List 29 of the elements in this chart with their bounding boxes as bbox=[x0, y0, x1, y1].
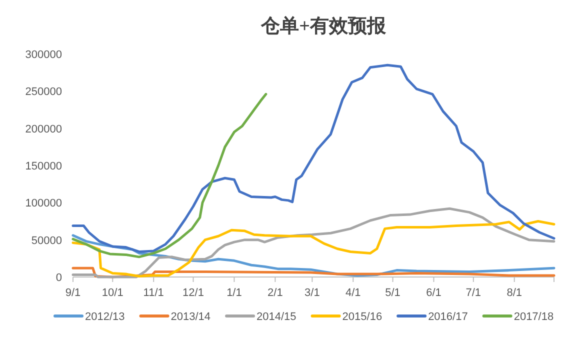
legend-label: 2017/18 bbox=[514, 311, 554, 323]
y-tick-label: 150000 bbox=[25, 160, 62, 172]
legend-label: 2013/14 bbox=[170, 311, 211, 323]
y-tick-label: 300000 bbox=[25, 49, 62, 61]
x-tick-label: 4/1 bbox=[345, 287, 361, 299]
x-tick-label: 11/1 bbox=[143, 287, 164, 299]
x-tick-label: 9/1 bbox=[65, 287, 81, 299]
y-tick-label: 50000 bbox=[31, 234, 62, 247]
x-tick-label: 1/1 bbox=[226, 287, 242, 299]
y-tick-label: 250000 bbox=[25, 86, 62, 98]
y-tick-label: 200000 bbox=[25, 123, 62, 136]
legend-label: 2015/16 bbox=[342, 311, 382, 323]
x-tick-label: 2/1 bbox=[268, 287, 283, 299]
legend-label: 2014/15 bbox=[256, 311, 296, 323]
x-tick-label: 8/1 bbox=[506, 287, 522, 299]
chart-title: 仓单+有效预报 bbox=[260, 15, 387, 37]
legend-label: 2012/13 bbox=[85, 311, 125, 323]
line-series bbox=[72, 92, 268, 258]
x-tick-label: 6/1 bbox=[426, 287, 442, 299]
line-series bbox=[72, 207, 556, 278]
y-tick-label: 0 bbox=[56, 272, 62, 284]
legend-label: 2016/17 bbox=[428, 311, 468, 323]
y-tick-label: 100000 bbox=[25, 198, 62, 210]
x-tick-label: 5/1 bbox=[385, 287, 400, 299]
x-tick-label: 7/1 bbox=[466, 287, 482, 299]
line-series bbox=[72, 64, 556, 253]
x-tick-label: 10/1 bbox=[102, 287, 124, 299]
x-tick-label: 12/1 bbox=[182, 287, 204, 299]
x-tick-label: 3/1 bbox=[304, 287, 320, 299]
